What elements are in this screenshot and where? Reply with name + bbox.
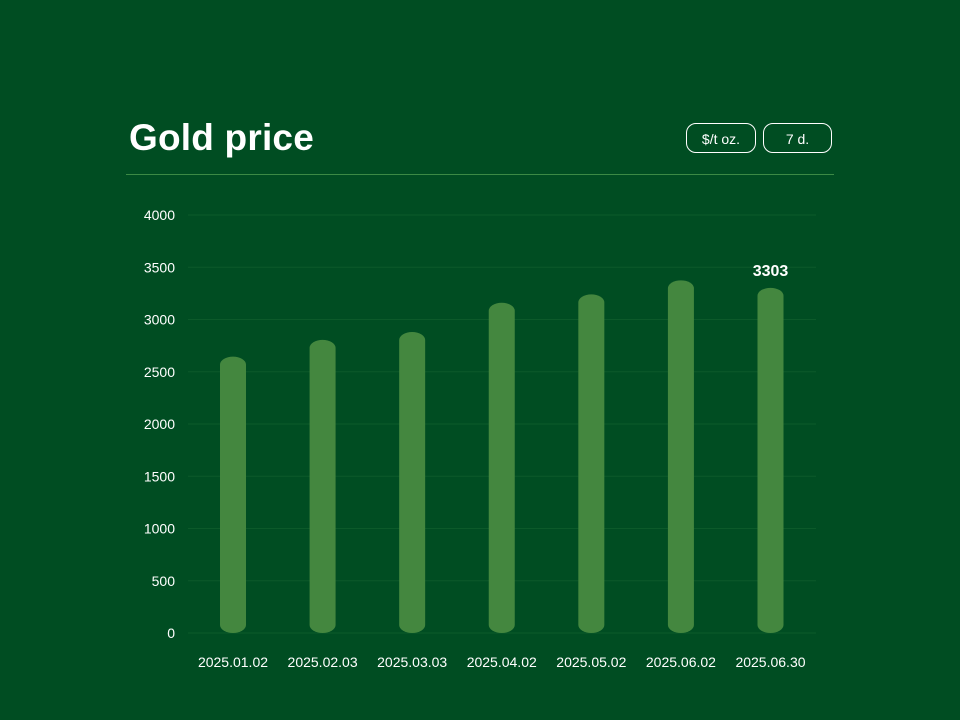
bars [220, 280, 784, 633]
bar-2025.03.03[interactable] [399, 332, 426, 633]
y-axis-ticks: 0 500 1000 1500 2000 2500 3000 3500 4000 [144, 207, 175, 641]
y-tick-label: 2500 [144, 364, 175, 380]
y-tick-label: 0 [167, 625, 175, 641]
x-tick-label: 2025.01.02 [198, 654, 268, 670]
bar-2025.04.02[interactable] [488, 302, 515, 633]
x-axis-ticks: 2025.01.02 2025.02.03 2025.03.03 2025.04.02… [198, 654, 806, 670]
bar-2025.05.02[interactable] [578, 294, 605, 633]
bar-2025.02.03[interactable] [309, 339, 336, 633]
data-label: 3303 [753, 263, 789, 280]
y-tick-label: 1500 [144, 468, 175, 484]
bar-2025.06.02[interactable] [667, 280, 694, 633]
x-tick-label: 2025.06.02 [646, 654, 716, 670]
x-tick-label: 2025.03.03 [377, 654, 447, 670]
chart-title: Gold price [129, 117, 314, 158]
x-tick-label: 2025.02.03 [288, 654, 358, 670]
y-tick-label: 500 [152, 573, 176, 589]
x-tick-label: 2025.05.02 [556, 654, 626, 670]
data-labels: 3303 [753, 263, 789, 280]
y-tick-label: 4000 [144, 207, 175, 223]
bar-2025.06.30[interactable] [757, 287, 784, 633]
y-tick-label: 2000 [144, 416, 175, 432]
y-tick-label: 3000 [144, 312, 175, 328]
header-divider [126, 174, 834, 175]
y-tick-label: 1000 [144, 521, 175, 537]
time-range-button[interactable]: 7 d. [763, 123, 832, 153]
x-tick-label: 2025.04.02 [467, 654, 537, 670]
bar-2025.01.02[interactable] [220, 356, 246, 633]
y-tick-label: 3500 [144, 259, 175, 275]
unit-toggle-button[interactable]: $/t oz. [686, 123, 756, 153]
x-tick-label: 2025.06.30 [735, 654, 805, 670]
